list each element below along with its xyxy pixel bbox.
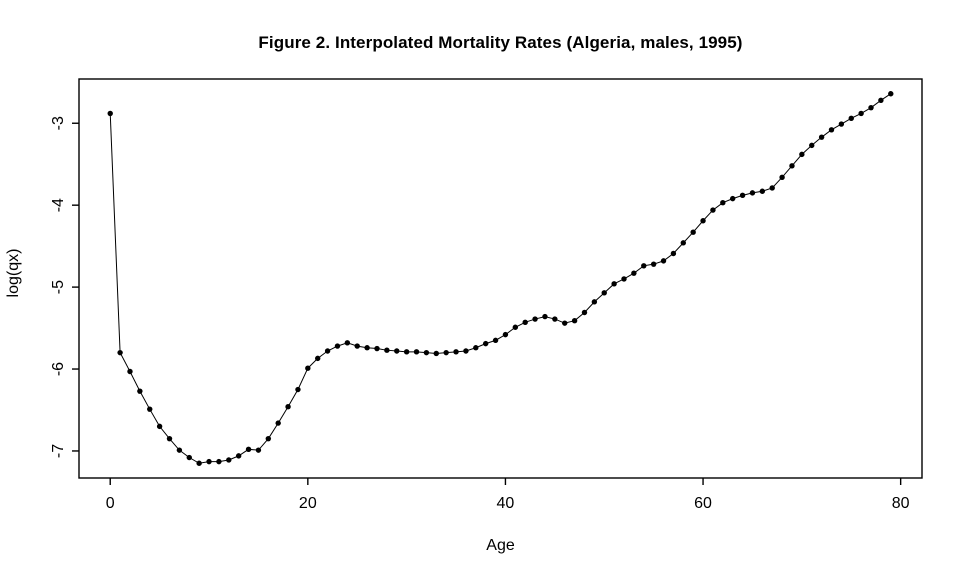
y-tick-label: -5 [50,280,67,294]
data-point [275,420,281,426]
data-point [423,349,430,356]
data-point [868,104,874,111]
data-point [166,435,173,442]
data-point [749,190,756,196]
data-point [878,97,884,104]
data-point [107,110,113,117]
data-point [206,458,212,465]
data-point [186,454,192,461]
data-point [315,355,321,362]
x-tick-label: 20 [299,495,317,512]
data-point [384,347,390,353]
data-point [631,270,637,276]
data-point [828,127,835,133]
data-point [374,345,380,352]
data-point [403,349,410,355]
data-point [443,349,449,356]
data-point [552,316,558,322]
y-tick-label: -7 [50,444,67,458]
data-point [621,276,627,282]
x-tick-label: 60 [694,495,712,512]
x-axis-label: Age [486,537,515,554]
data-point [888,91,894,97]
data-point [660,258,667,264]
data-point [285,404,291,410]
data-point [838,121,845,127]
data-point [265,435,272,442]
data-point [473,345,479,351]
data-point [729,195,736,202]
data-point [571,317,578,324]
data-point [334,343,341,349]
data-point [809,142,815,149]
data-point [591,299,598,305]
data-point [463,348,469,354]
data-point [818,134,825,140]
data-point [641,263,647,269]
data-point [512,324,519,330]
data-point [235,453,242,459]
chart-title: Figure 2. Interpolated Mortality Rates (… [258,33,743,52]
data-point [413,349,420,355]
data-point [344,340,351,346]
data-point [216,458,222,465]
data-point [394,348,400,354]
data-point [789,163,795,169]
data-point [117,349,123,356]
y-tick-label: -4 [50,198,67,212]
data-point [858,110,864,117]
data-point [492,337,499,344]
data-point [759,188,766,194]
data-point [433,350,439,357]
data-point [482,340,489,347]
data-point [700,218,706,224]
data-point [670,250,677,257]
data-point [156,423,163,430]
plot-box [78,78,923,479]
data-point [255,447,262,453]
y-tick-label: -3 [50,116,67,130]
data-point [799,151,805,158]
data-point [601,290,607,296]
data-point [739,192,746,199]
series-line [109,93,892,464]
data-point [127,368,133,375]
data-point [245,446,252,453]
data-point [710,207,716,213]
data-point [650,261,657,267]
data-point [453,349,459,355]
data-point [562,320,568,326]
data-point [502,331,509,338]
data-point [364,345,370,351]
data-point [611,281,617,287]
y-tick-label: -6 [50,362,67,376]
data-point [147,406,153,412]
data-point [196,460,202,466]
data-point [522,319,528,326]
data-point [226,457,232,463]
data-point [769,185,775,191]
data-point [324,348,331,354]
data-point [680,240,686,246]
data-point [532,316,538,322]
data-point [137,388,143,394]
x-tick-label: 0 [106,495,115,512]
data-point [779,174,785,181]
data-point [581,309,588,316]
data-point [848,115,854,122]
data-point [690,229,696,235]
data-point [720,200,726,206]
data-point [305,365,311,371]
data-point [295,386,301,393]
data-point [354,343,360,349]
data-point [542,313,548,320]
data-point [176,447,183,453]
x-tick-label: 40 [497,495,515,512]
x-tick-label: 80 [892,495,910,512]
